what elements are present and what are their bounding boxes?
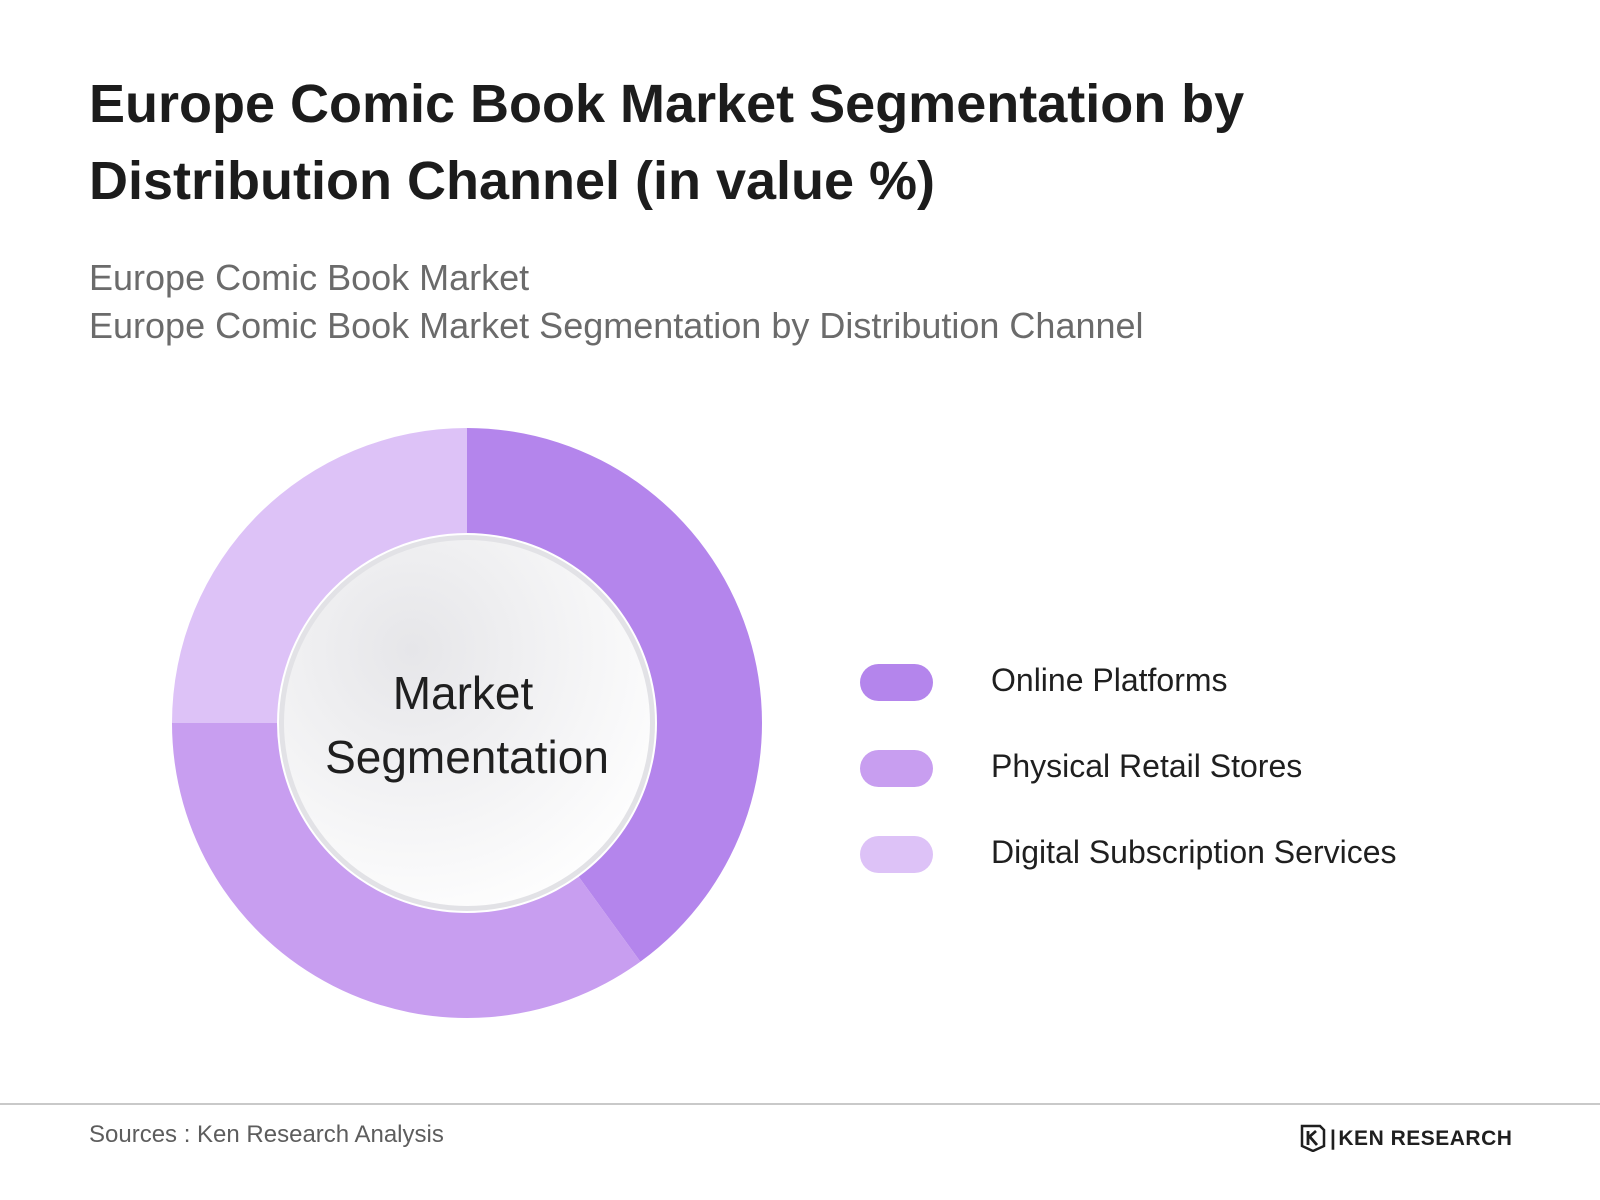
donut-center-disc bbox=[284, 540, 650, 906]
chart-subtitle-market: Europe Comic Book Market bbox=[89, 257, 530, 298]
legend-swatch-digital-subscription-services bbox=[860, 836, 933, 873]
brand-logo: |KEN RESEARCH bbox=[1300, 1124, 1520, 1154]
legend-item-digital-subscription-services: Digital Subscription Services bbox=[860, 832, 1480, 873]
donut-slices bbox=[172, 428, 763, 1019]
center-label-line-2: Segmentation bbox=[325, 731, 609, 783]
footer-source: Sources : Ken Research Analysis bbox=[89, 1121, 444, 1148]
legend-swatch-physical-retail-stores bbox=[860, 750, 933, 787]
brand-name-text: KEN RESEARCH bbox=[1338, 1127, 1513, 1150]
legend-item-online-platforms: Online Platforms bbox=[860, 660, 1480, 701]
legend-swatch-online-platforms bbox=[860, 664, 933, 701]
slice-physical-retail-stores bbox=[172, 723, 641, 1019]
legend-label-online-platforms: Online Platforms bbox=[991, 662, 1228, 698]
ken-research-logo-icon bbox=[1300, 1124, 1326, 1152]
footer-divider bbox=[0, 1103, 1600, 1105]
slice-online-platforms bbox=[467, 428, 763, 962]
legend-item-physical-retail-stores: Physical Retail Stores bbox=[860, 746, 1480, 787]
chart-subtitle-segmentation: Europe Comic Book Market Segmentation by… bbox=[89, 305, 1144, 346]
legend-label-physical-retail-stores: Physical Retail Stores bbox=[991, 748, 1303, 784]
legend-label-digital-subscription-services: Digital Subscription Services bbox=[991, 834, 1397, 870]
slice-digital-subscription-services bbox=[172, 428, 467, 723]
brand-name: |KEN RESEARCH bbox=[1330, 1127, 1513, 1150]
center-label-line-1: Market bbox=[393, 667, 534, 719]
chart-title: Europe Comic Book Market Segmentation by… bbox=[89, 74, 1245, 211]
